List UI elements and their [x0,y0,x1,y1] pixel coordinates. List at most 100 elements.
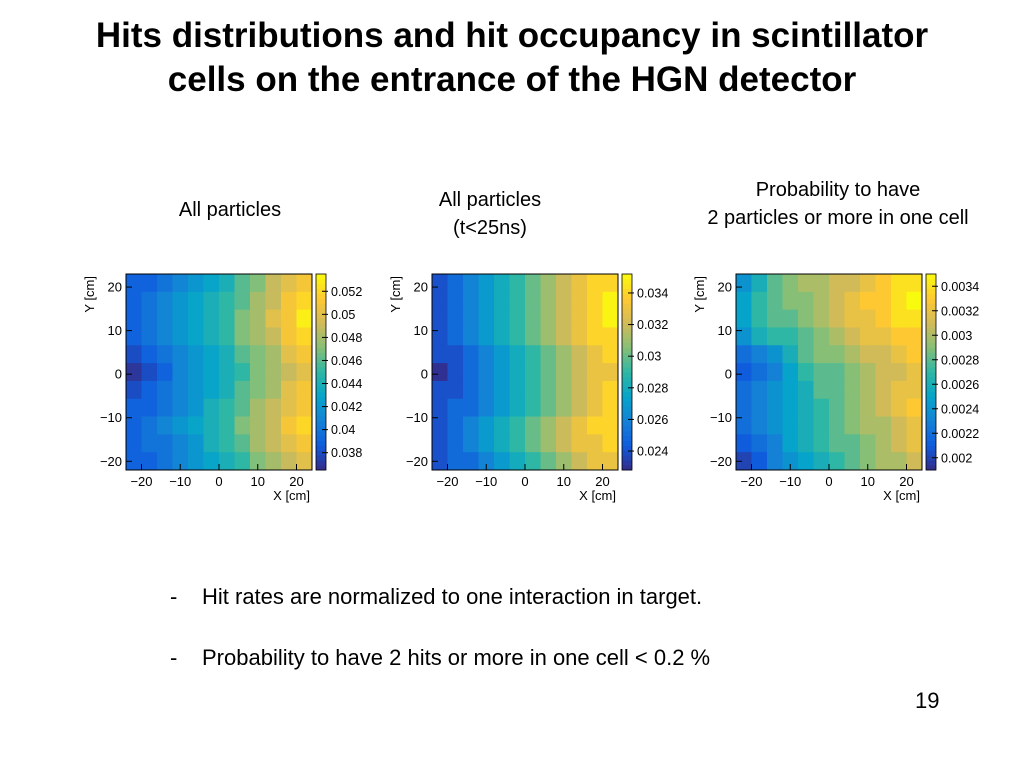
heatmap-cell [463,309,479,328]
colorbar-segment [316,308,326,314]
heatmap-cell [906,434,923,453]
heatmap-cell [571,309,588,328]
heatmap-cell [602,416,619,435]
heatmap-cell [587,291,603,311]
x-axis-label: X [cm] [883,488,920,503]
heatmap-cell [265,434,282,453]
heatmap-cell [203,363,220,382]
heatmap-cell [751,274,768,293]
heatmap-cell [891,434,907,453]
heatmap-cell [141,452,158,471]
heatmap-cell [126,291,142,311]
colorbar-segment [622,318,632,324]
heatmap-cell [463,380,479,400]
heatmap-cell [509,380,526,400]
heatmap-cell [587,434,603,453]
colorbar-tick-label: 0.052 [331,285,362,299]
heatmap-cell [798,345,814,364]
heatmap-cell [509,345,526,364]
heatmap-cell [751,327,768,346]
heatmap-cell [203,398,220,417]
heatmap-cell [447,380,464,400]
heatmap-cell [829,416,845,435]
heatmap-cell [844,363,861,382]
heatmap-cell [571,434,588,453]
heatmap-cell [798,363,814,382]
heatmap-cell [126,452,142,471]
colorbar-segment [622,435,632,441]
heatmap-cell [509,398,526,417]
heatmap-cell [540,416,557,435]
heatmap-cell [844,274,861,293]
heatmap-cell [891,363,907,382]
heatmap-cell [234,380,251,400]
heatmap-cell [296,434,313,453]
colorbar-segment [622,283,632,290]
heatmap-cell [751,363,768,382]
colorbar-segment [926,406,936,412]
heatmap-cell [829,327,845,346]
heatmap-cell [556,327,572,346]
y-tick-label: −10 [100,410,122,425]
colorbar-segment [926,357,936,363]
colorbar-segment [316,347,326,353]
heatmap-cell [844,345,861,364]
heatmap-cell [571,380,588,400]
colorbar-segment [926,323,936,329]
heatmap-cell [525,380,541,400]
colorbar-segment [926,347,936,353]
heatmap-cell [188,327,204,346]
heatmap-cell [281,416,297,435]
heatmap-cell [860,398,876,417]
colorbar-segment [622,342,632,348]
heatmap-cell [478,291,495,311]
heatmap-cell [281,291,297,311]
x-tick-label: −10 [475,474,497,489]
heatmap-cell [447,309,464,328]
colorbar-segment [926,386,936,392]
heatmap-cell [494,452,510,471]
heatmap-cell [875,416,892,435]
heatmap-cell [875,452,892,471]
colorbar-segment [622,274,632,280]
heatmap-cell [767,416,783,435]
heatmap-cell [860,363,876,382]
heatmap-cell [250,327,266,346]
heatmap-cell [157,363,173,382]
heatmap-cell [265,380,282,400]
heatmap-cell [219,380,235,400]
y-tick-label: 10 [108,323,122,338]
heatmap-cell [141,416,158,435]
colorbar-segment [316,406,326,412]
heatmap-cell [798,309,814,328]
colorbar-tick-label: 0.05 [331,308,355,322]
heatmap-cell [767,380,783,400]
heatmap-cell [296,398,313,417]
heatmap-cell [447,291,464,311]
colorbar-segment [316,465,326,471]
heatmap-cell [829,434,845,453]
heatmap-cell [844,452,861,471]
bullet-text: Probability to have 2 hits or more in on… [202,645,711,670]
colorbar-segment [622,406,632,412]
heatmap-cell [296,416,313,435]
heatmap-cell [494,345,510,364]
heatmap-cell [463,398,479,417]
x-tick-label: −10 [779,474,801,489]
heatmap-cell [172,274,189,293]
heatmap-cell [525,327,541,346]
heatmap-cell [203,327,220,346]
heatmap-cell [751,380,768,400]
heatmap-cell [556,398,572,417]
heatmap-cell [265,291,282,311]
heatmap-cell [782,345,799,364]
caption-line: Probability to have [755,179,921,201]
colorbar-segment [622,352,632,358]
colorbar-segment [622,337,632,343]
y-tick-label: 0 [421,367,428,382]
heatmap-cell [767,398,783,417]
heatmap-cell [265,452,282,471]
heatmap-cell [494,327,510,346]
heatmap-cell [432,345,448,364]
